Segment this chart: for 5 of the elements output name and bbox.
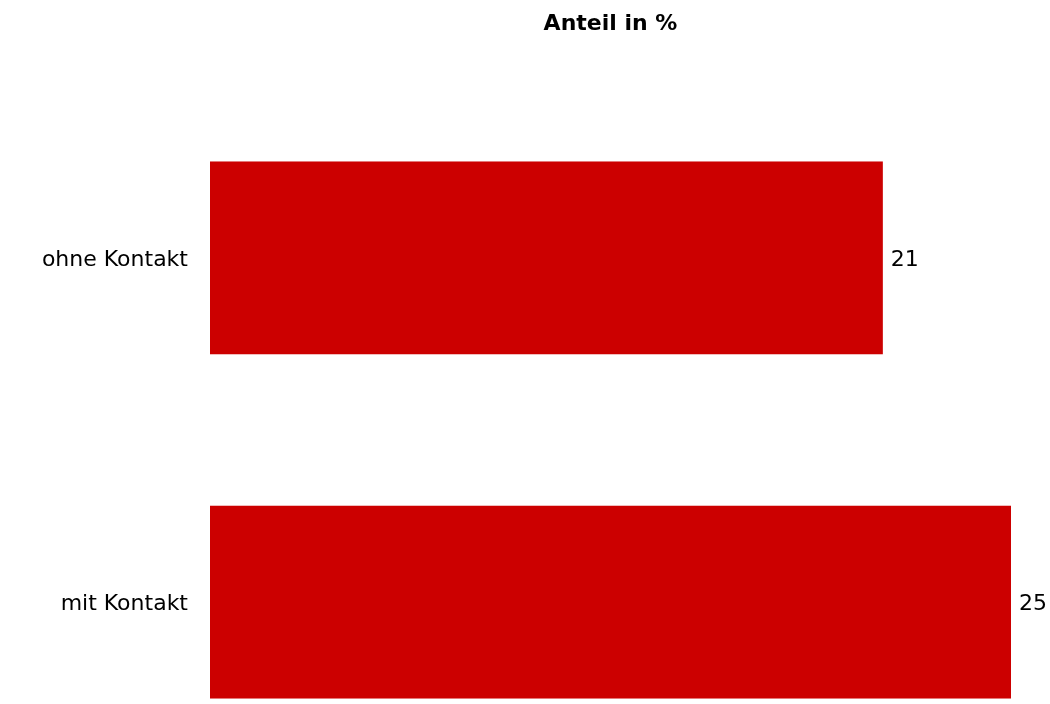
data-label: 25: [1019, 589, 1047, 615]
y-tick-label: mit Kontakt: [60, 589, 189, 615]
chart-title: Anteil in %: [543, 10, 678, 35]
data-label: 21: [890, 245, 919, 271]
y-tick-label: ohne Kontakt: [41, 245, 189, 271]
